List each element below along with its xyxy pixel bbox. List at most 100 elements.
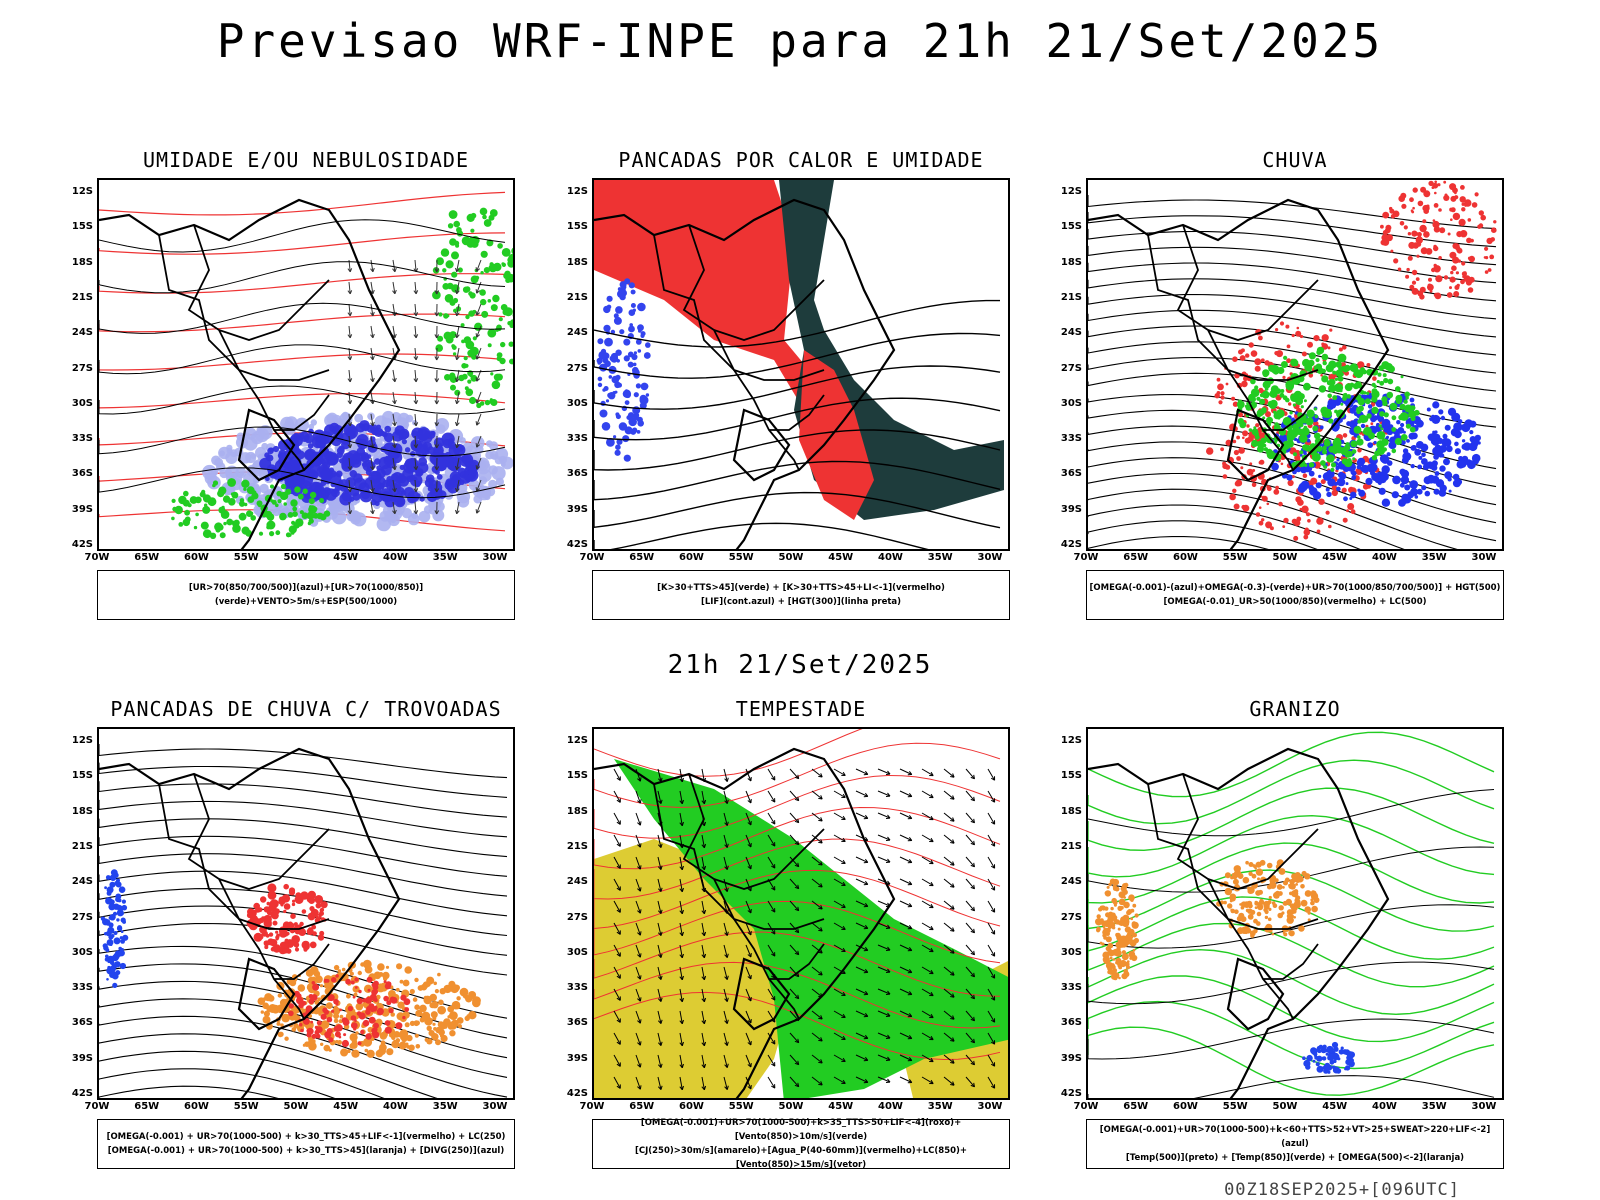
shaded-area <box>596 278 651 462</box>
longitude-label: 35W <box>927 552 953 563</box>
legend-box: [OMEGA(-0.001)-(azul)+OMEGA(-0.3)-(verde… <box>1086 570 1504 620</box>
legend-line: [K>30+TTS>45](verde) + [K>30+TTS>45+LI<-… <box>657 583 945 593</box>
longitude-label: 65W <box>1123 552 1149 563</box>
coastline-borders <box>99 198 401 549</box>
legend-line: [UR>70(850/700/500)](azul)+[UR>70(1000/8… <box>188 583 424 607</box>
latitude-label: 15S <box>1060 770 1082 782</box>
longitude-label: 45W <box>828 552 854 563</box>
latitude-label: 30S <box>1060 397 1082 409</box>
longitude-label: 45W <box>333 552 359 563</box>
legend-line: [OMEGA(-0.01)_UR>50(1000/850)(vermelho) … <box>1163 597 1427 607</box>
longitude-label: 30W <box>977 552 1003 563</box>
longitude-label: 70W <box>84 552 110 563</box>
latitude-label: 27S <box>71 911 93 923</box>
longitude-label: 55W <box>1222 552 1248 563</box>
latitude-label: 15S <box>71 770 93 782</box>
latitude-label: 18S <box>566 805 588 817</box>
map-graphics <box>594 180 1004 549</box>
coastline-borders <box>1088 747 1390 1098</box>
contour-lines <box>1088 789 1495 1098</box>
map-graphics <box>99 191 513 549</box>
shaded-area <box>1095 878 1139 981</box>
longitude-label: 40W <box>1372 552 1397 563</box>
latitude-label: 42S <box>71 1088 93 1099</box>
latitude-label: 12S <box>71 735 93 746</box>
shaded-area <box>1302 1041 1355 1074</box>
legend-line: [CJ(250)>30m/s](amarelo)+[Agua_P(40-60mm… <box>634 1146 968 1170</box>
forecast-map <box>97 178 515 551</box>
latitude-label: 42S <box>71 539 93 550</box>
latitude-label: 12S <box>1060 186 1082 197</box>
latitude-label: 15S <box>566 770 588 782</box>
latitude-label: 30S <box>71 946 93 958</box>
legend-box: [OMEGA(-0.001) + UR>70(1000-500) + k>30_… <box>97 1119 515 1169</box>
latitude-label: 39S <box>1060 1052 1082 1064</box>
longitude-label: 60W <box>679 552 704 563</box>
longitude-label: 50W <box>283 552 309 563</box>
model-run-footer: 00Z18SEP2025+[096UTC] <box>1224 1180 1460 1200</box>
longitude-label: 50W <box>283 1101 309 1112</box>
latitude-label: 18S <box>1060 256 1082 268</box>
panel-title: PANCADAS DE CHUVA C/ TROVOADAS <box>110 697 502 721</box>
longitude-label: 30W <box>1471 1101 1497 1112</box>
legend-line: [OMEGA(-0.001)+UR>70(1000-500)+k<60+TTS>… <box>1099 1125 1491 1149</box>
streamlines <box>99 744 508 1098</box>
longitude-label: 50W <box>778 552 804 563</box>
contour-lines <box>594 299 1001 549</box>
panel-title: TEMPESTADE <box>735 697 867 721</box>
latitude-label: 33S <box>1060 982 1082 994</box>
legend-box: [OMEGA(-0.001)+UR>70(1000-500)+k>35_TTS>… <box>592 1118 1010 1170</box>
longitude-label: 45W <box>1322 552 1348 563</box>
forecast-map <box>1086 727 1504 1100</box>
legend-box: [K>30+TTS>45](verde) + [K>30+TTS>45+LI<-… <box>592 570 1010 620</box>
latitude-label: 39S <box>71 1052 93 1064</box>
longitude-label: 40W <box>1372 1101 1397 1112</box>
latitude-label: 39S <box>566 503 588 515</box>
latitude-label: 21S <box>71 840 93 852</box>
latitude-label: 33S <box>566 433 588 445</box>
shaded-area <box>171 478 331 539</box>
longitude-label: 30W <box>482 552 508 563</box>
longitude-label: 65W <box>134 1101 160 1112</box>
longitude-label: 30W <box>482 1101 508 1112</box>
shaded-area <box>288 974 411 1048</box>
longitude-label: 65W <box>629 552 655 563</box>
longitude-label: 40W <box>878 552 903 563</box>
legend-line: [OMEGA(-0.001) + UR>70(1000-500) + k>30_… <box>106 1132 506 1142</box>
latitude-label: 42S <box>566 539 588 550</box>
longitude-label: 70W <box>1073 1101 1099 1112</box>
shaded-area <box>432 207 513 409</box>
page-title: Previsao WRF-INPE para 21h 21/Set/2025 <box>216 14 1384 68</box>
longitude-label: 35W <box>927 1101 953 1112</box>
shaded-area <box>1380 180 1497 300</box>
latitude-label: 36S <box>71 1017 93 1029</box>
latitude-label: 15S <box>71 221 93 233</box>
latitude-label: 12S <box>566 186 588 197</box>
legend-line: [Temp(500)](preto) + [Temp(850)](verde) … <box>1125 1153 1465 1163</box>
latitude-label: 36S <box>71 468 93 480</box>
latitude-label: 24S <box>71 876 93 888</box>
longitude-label: 70W <box>579 1101 605 1112</box>
legend-line: [OMEGA(-0.001) + UR>70(1000-500) + k>30_… <box>107 1146 505 1156</box>
longitude-label: 50W <box>778 1101 804 1112</box>
panel-title: GRANIZO <box>1249 697 1341 721</box>
longitude-label: 65W <box>134 552 160 563</box>
legend-box: [OMEGA(-0.001)+UR>70(1000-500)+k<60+TTS>… <box>1086 1119 1504 1169</box>
latitude-label: 12S <box>566 735 588 746</box>
latitude-label: 33S <box>71 433 93 445</box>
latitude-label: 12S <box>71 186 93 197</box>
latitude-label: 21S <box>1060 840 1082 852</box>
longitude-label: 65W <box>1123 1101 1149 1112</box>
latitude-label: 42S <box>566 1088 588 1099</box>
longitude-label: 70W <box>84 1101 110 1112</box>
latitude-label: 36S <box>1060 468 1082 480</box>
latitude-label: 39S <box>566 1052 588 1064</box>
forecast-map <box>97 727 515 1100</box>
legend-line: [OMEGA(-0.001)-(azul)+OMEGA(-0.3)-(verde… <box>1089 583 1501 593</box>
forecast-time-subtitle: 21h 21/Set/2025 <box>667 650 933 680</box>
latitude-label: 18S <box>71 805 93 817</box>
longitude-label: 35W <box>432 552 458 563</box>
longitude-label: 35W <box>432 1101 458 1112</box>
latitude-label: 33S <box>1060 433 1082 445</box>
longitude-label: 50W <box>1272 552 1298 563</box>
